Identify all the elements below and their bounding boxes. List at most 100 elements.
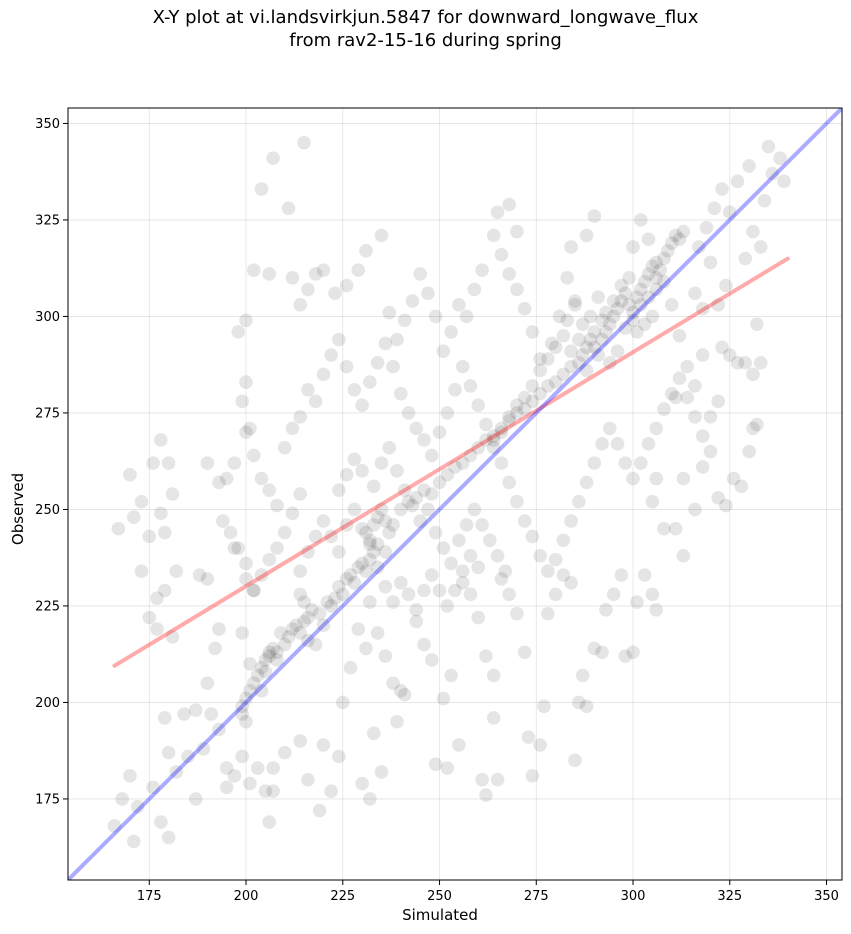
scatter-point: [123, 467, 137, 482]
scatter-point: [316, 514, 331, 528]
scatter-point: [750, 317, 764, 331]
scatter-point: [397, 687, 412, 702]
scatter-point: [436, 344, 451, 358]
scatter-point: [564, 344, 578, 358]
scatter-point: [633, 282, 648, 297]
scatter-point: [219, 780, 234, 795]
scatter-point: [467, 282, 482, 297]
scatter-point: [335, 695, 350, 710]
scatter-point: [312, 803, 327, 818]
scatter-point: [633, 456, 648, 470]
scatter-point: [316, 263, 331, 277]
scatter-point: [324, 784, 338, 799]
scatter-point: [510, 406, 524, 420]
scatter-point: [517, 645, 532, 660]
scatter-point: [258, 653, 273, 667]
scatter-point: [293, 298, 308, 312]
scatter-point: [475, 772, 489, 787]
scatter-point: [324, 599, 338, 613]
scatter-point: [579, 475, 594, 490]
scatter-point: [235, 707, 249, 721]
scatter-point: [753, 355, 768, 370]
scatter-point: [165, 630, 180, 644]
scatter-point: [548, 375, 563, 389]
scatter-point: [297, 135, 311, 150]
y-tick-label: 350: [35, 117, 60, 132]
scatter-point: [475, 263, 489, 277]
scatter-point: [688, 379, 702, 393]
scatter-point: [564, 359, 578, 374]
scatter-point: [239, 425, 253, 440]
scatter-point: [146, 780, 160, 795]
scatter-point: [614, 568, 629, 582]
scatter-point: [711, 491, 725, 505]
scatter-point: [746, 421, 760, 436]
scatter-point: [266, 761, 280, 775]
scatter-point: [394, 502, 408, 517]
scatter-point: [293, 487, 308, 501]
fit-lines: [68, 108, 842, 880]
scatter-point: [645, 587, 660, 602]
scatter-point: [626, 645, 640, 660]
scatter-point: [161, 456, 176, 470]
scatter-point: [626, 313, 640, 328]
scatter-point: [266, 151, 280, 165]
scatter-point: [494, 572, 509, 586]
scatter-point: [483, 533, 497, 548]
scatter-point: [413, 514, 427, 528]
scatter-point: [359, 244, 373, 258]
scatter-point: [293, 587, 308, 602]
scatter-point: [200, 456, 215, 470]
scatter-point: [579, 340, 594, 355]
scatter-point: [525, 394, 540, 409]
scatter-point: [533, 363, 547, 378]
scatter-point: [692, 240, 706, 254]
y-tick-label: 225: [35, 599, 60, 614]
scatter-point: [715, 182, 729, 196]
scatter-point: [533, 352, 547, 366]
scatter-point: [502, 413, 516, 428]
scatter-point: [394, 386, 408, 401]
scatter-point: [610, 301, 625, 316]
scatter-point: [332, 579, 346, 594]
scatter-point: [107, 819, 122, 833]
scatter-point: [641, 232, 656, 247]
scatter-point: [188, 703, 203, 717]
scatter-point: [722, 205, 737, 220]
scatter-point: [486, 433, 501, 447]
scatter-point: [510, 398, 524, 413]
scatter-point: [289, 618, 304, 633]
scatter-point: [246, 448, 261, 463]
scatter-point: [560, 271, 575, 285]
scatter-point: [270, 541, 284, 555]
scatter-point: [579, 363, 594, 378]
scatter-point: [618, 649, 633, 663]
scatter-point: [548, 340, 563, 355]
scatter-point: [243, 684, 257, 698]
scatter-point: [432, 475, 447, 490]
scatter-point: [599, 603, 613, 617]
scatter-point: [428, 757, 443, 771]
scatter-point: [452, 298, 466, 312]
scatter-point: [738, 355, 753, 370]
scatter-point: [494, 425, 509, 440]
scatter-point: [301, 545, 315, 559]
scatter-point: [459, 309, 474, 324]
scatter-point: [564, 514, 578, 528]
scatter-point: [738, 251, 753, 266]
grid: [68, 108, 842, 880]
scatter-point: [262, 645, 277, 660]
scatter-point: [657, 251, 671, 266]
scatter-point: [452, 738, 466, 752]
scatter-point: [537, 699, 551, 714]
scatter-point: [490, 548, 505, 563]
scatter-point: [676, 224, 691, 239]
scatter-point: [316, 618, 331, 633]
scatter-point: [479, 433, 493, 447]
x-tick-label: 250: [427, 889, 452, 904]
scatter-point: [432, 425, 447, 440]
scatter-point: [424, 653, 439, 667]
scatter-point: [409, 491, 424, 505]
scatter-point: [370, 510, 385, 524]
scatter-point: [409, 614, 424, 629]
